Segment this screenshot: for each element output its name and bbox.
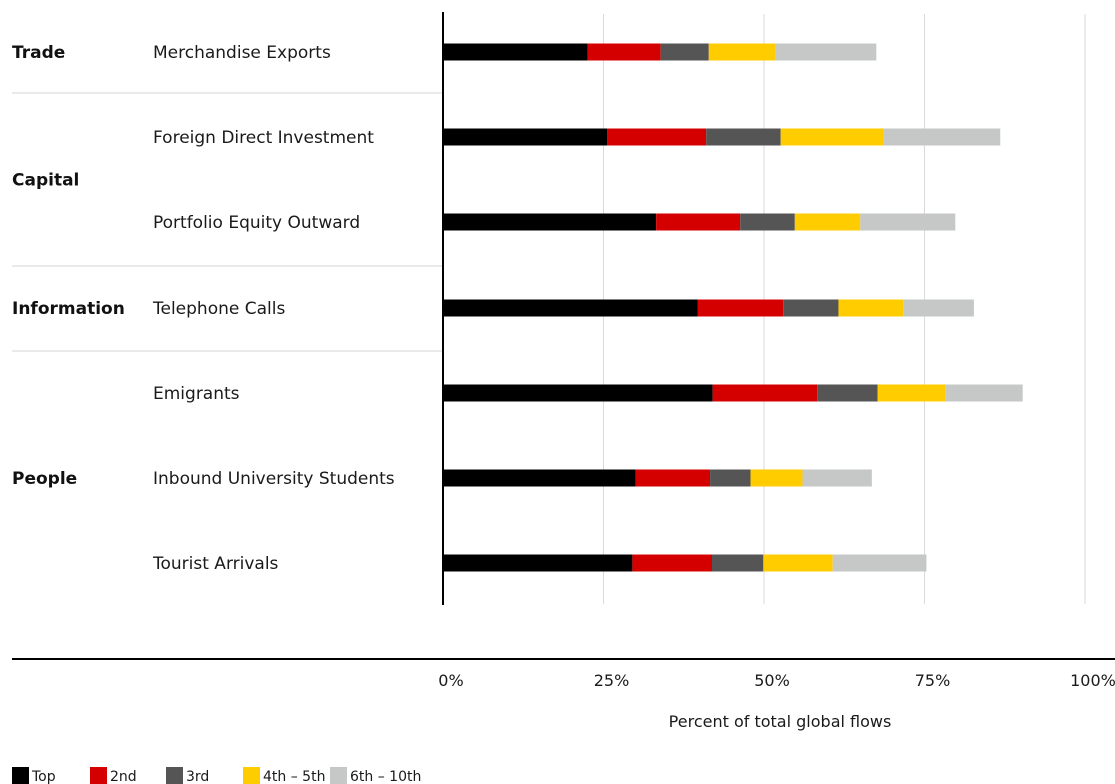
bar-segment-3-4: [903, 299, 974, 317]
bar-segment-5-1: [635, 469, 711, 487]
bar-segment-5-3: [750, 469, 803, 487]
bar-segment-3-0: [443, 299, 698, 317]
x-axis-title: Percent of total global flows: [669, 712, 892, 731]
axes: 0% 25% 50% 75% 100%: [12, 12, 1115, 690]
legend-swatch-0: [12, 767, 29, 784]
category-label-0: Merchandise Exports: [153, 43, 331, 63]
bar-segment-0-1: [587, 43, 661, 61]
bar-segment-3-2: [783, 299, 839, 317]
legend-swatch-4: [330, 767, 347, 784]
legend-label-0: Top: [31, 769, 56, 784]
bar-segment-6-1: [632, 554, 712, 572]
bar-segment-1-0: [443, 128, 608, 146]
legend-label-1: 2nd: [110, 769, 137, 784]
bar-segment-1-4: [883, 128, 1001, 146]
bar-segment-1-3: [780, 128, 884, 146]
category-label-6: Tourist Arrivals: [152, 554, 279, 574]
bar-segment-1-2: [706, 128, 781, 146]
legend-swatch-3: [243, 767, 260, 784]
bar-segment-6-0: [443, 554, 633, 572]
bar-segment-0-4: [775, 43, 877, 61]
category-label-4: Emigrants: [153, 384, 240, 404]
x-tick-label-1: 25%: [594, 671, 630, 690]
bar-segment-0-3: [708, 43, 776, 61]
bar-segment-6-2: [711, 554, 764, 572]
bar-segment-2-1: [656, 213, 741, 231]
x-tick-label-2: 50%: [754, 671, 790, 690]
bar-segment-0-2: [660, 43, 709, 61]
group-label-1: Capital: [12, 171, 79, 191]
group-label-2: Information: [12, 299, 125, 319]
category-label-2: Portfolio Equity Outward: [153, 213, 360, 233]
bar-segment-5-4: [802, 469, 872, 487]
bars: [443, 43, 1023, 572]
bar-segment-4-1: [712, 384, 818, 402]
bar-segment-4-4: [945, 384, 1023, 402]
category-label-5: Inbound University Students: [153, 469, 395, 489]
x-tick-label-0: 0%: [438, 671, 463, 690]
category-labels: Merchandise Exports Foreign Direct Invest…: [12, 43, 395, 574]
bar-segment-3-1: [697, 299, 784, 317]
x-tick-label-3: 75%: [915, 671, 951, 690]
bar-segment-4-2: [817, 384, 878, 402]
bar-segment-2-0: [443, 213, 657, 231]
bar-segment-4-3: [877, 384, 946, 402]
legend-swatch-1: [90, 767, 107, 784]
bar-segment-1-1: [607, 128, 707, 146]
bar-segment-6-3: [763, 554, 833, 572]
bar-segment-3-3: [838, 299, 904, 317]
row-separators: [12, 92, 443, 352]
bar-segment-6-4: [832, 554, 927, 572]
legend-label-2: 3rd: [186, 769, 209, 784]
x-tick-label-4: 100%: [1070, 671, 1115, 690]
bar-segment-5-0: [443, 469, 636, 487]
bar-segment-0-0: [443, 43, 588, 61]
bar-segment-4-0: [443, 384, 713, 402]
group-label-3: People: [12, 469, 77, 489]
category-label-3: Telephone Calls: [152, 299, 285, 319]
legend: Top 2nd 3rd 4th – 5th 6th – 10th: [12, 767, 421, 784]
bar-segment-5-2: [710, 469, 751, 487]
bar-segment-2-2: [740, 213, 795, 231]
category-label-1: Foreign Direct Investment: [153, 128, 374, 148]
bar-segment-2-3: [794, 213, 861, 231]
legend-swatch-2: [166, 767, 183, 784]
legend-label-3: 4th – 5th: [263, 769, 325, 784]
legend-label-4: 6th – 10th: [350, 769, 421, 784]
group-label-0: Trade: [12, 43, 65, 63]
bar-segment-2-4: [860, 213, 956, 231]
